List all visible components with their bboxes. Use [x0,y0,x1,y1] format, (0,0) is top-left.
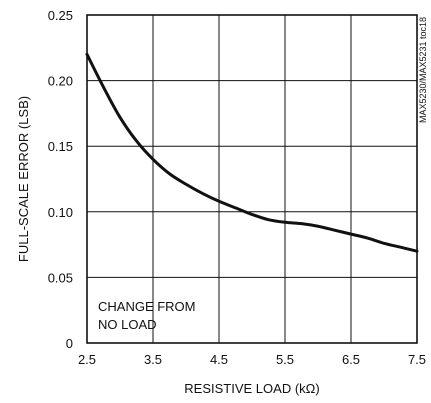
x-axis-label: RESISTIVE LOAD (kΩ) [184,381,319,396]
y-tick-label: 0.05 [48,270,73,285]
x-tick-label: 5.5 [276,352,294,367]
x-tick-labels: 2.5 3.5 4.5 5.5 6.5 7.5 [78,352,426,367]
x-tick-label: 7.5 [408,352,426,367]
grid-lines [87,15,417,343]
x-tick-label: 2.5 [78,352,96,367]
series-line [85,52,419,253]
y-tick-label: 0 [66,336,73,351]
y-axis-label: FULL-SCALE ERROR (LSB) [16,96,31,262]
y-tick-labels: 0 0.05 0.10 0.15 0.20 0.25 [48,8,73,351]
y-tick-label: 0.10 [48,205,73,220]
plot-frame [86,14,418,344]
annotation-line-2: NO LOAD [98,317,157,332]
figure-id-note: MAX5230/MAX5231 toc18 [418,17,428,123]
y-tick-label: 0.25 [48,8,73,23]
x-tick-label: 4.5 [210,352,228,367]
x-tick-label: 6.5 [342,352,360,367]
annotation-line-1: CHANGE FROM [98,299,196,314]
y-tick-label: 0.20 [48,74,73,89]
y-tick-label: 0.15 [48,139,73,154]
x-tick-label: 3.5 [144,352,162,367]
